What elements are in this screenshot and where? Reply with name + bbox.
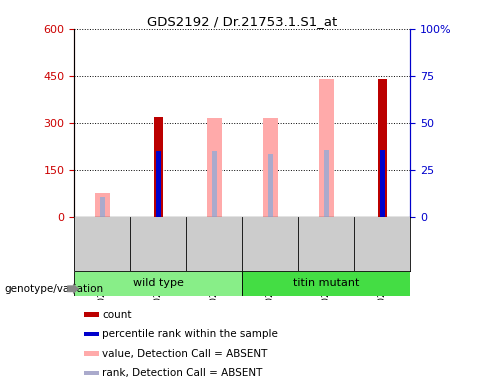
Bar [324,149,329,217]
Bar [378,79,387,217]
Bar [154,117,163,217]
Bar [263,118,278,217]
Bar [242,271,410,296]
Text: percentile rank within the sample: percentile rank within the sample [102,329,278,339]
Bar [84,351,98,356]
Text: count: count [102,310,132,320]
Bar [319,79,334,217]
Bar [84,313,98,317]
Text: wild type: wild type [133,278,184,288]
Bar [206,118,222,217]
Bar [380,149,385,217]
Bar [268,154,273,217]
Bar [84,371,98,375]
Bar [156,151,161,217]
Bar [84,332,98,336]
Text: genotype/variation: genotype/variation [5,284,104,294]
Bar [74,271,242,296]
Bar [95,194,110,217]
Bar [100,197,105,217]
Text: rank, Detection Call = ABSENT: rank, Detection Call = ABSENT [102,368,263,378]
Title: GDS2192 / Dr.21753.1.S1_at: GDS2192 / Dr.21753.1.S1_at [147,15,337,28]
Bar [212,151,217,217]
Text: value, Detection Call = ABSENT: value, Detection Call = ABSENT [102,349,268,359]
Text: titin mutant: titin mutant [293,278,360,288]
